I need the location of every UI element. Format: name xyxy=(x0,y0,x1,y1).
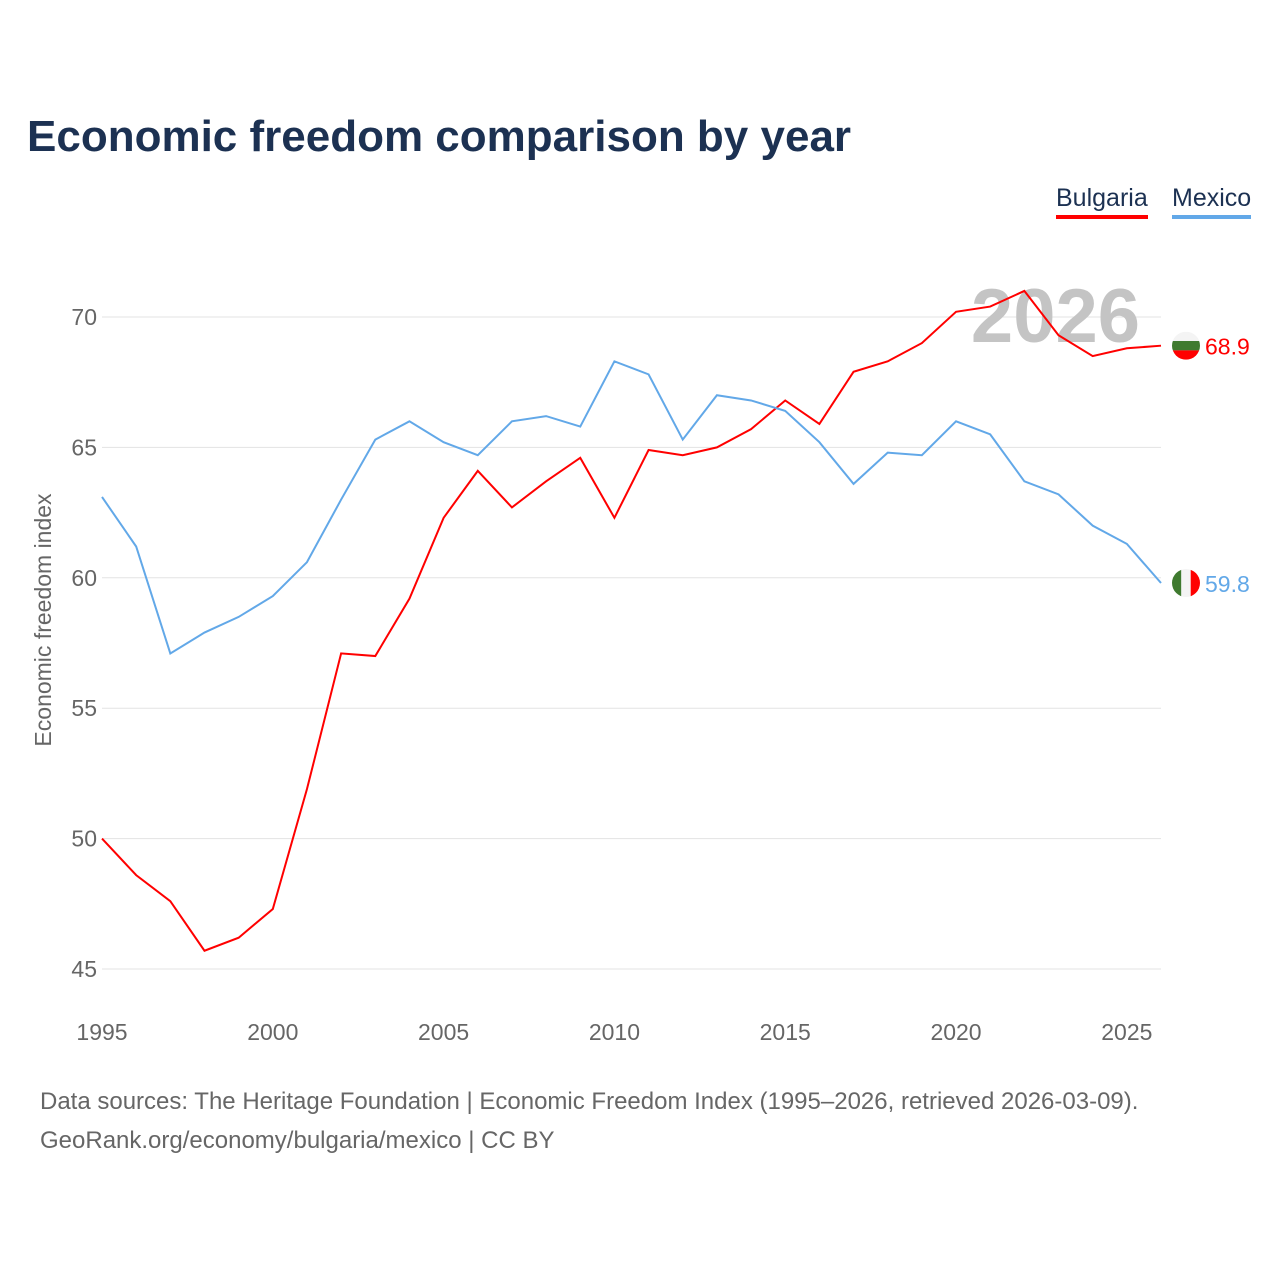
x-tick-label: 2000 xyxy=(247,1019,298,1045)
y-tick-label: 55 xyxy=(71,695,97,721)
legend-bulgaria[interactable]: Bulgaria xyxy=(1056,184,1148,219)
end-value-label-mexico: 59.8 xyxy=(1205,571,1250,597)
y-tick-label: 65 xyxy=(71,434,97,460)
y-tick-label: 45 xyxy=(71,956,97,982)
x-tick-label: 2025 xyxy=(1101,1019,1152,1045)
data-source: Data sources: The Heritage Foundation | … xyxy=(40,1088,1139,1115)
line-chart: 45 50 55 60 65 70 1995 2000 2005 2010 2015 2020 2025… xyxy=(30,274,1250,1045)
flag-mexico-icon xyxy=(1172,569,1200,598)
chart-title: Economic freedom comparison by year xyxy=(27,112,852,161)
series-line-mexico xyxy=(101,360,1162,655)
y-tick-label: 70 xyxy=(71,304,97,330)
x-tick-label: 2005 xyxy=(418,1019,469,1045)
year-watermark: 2026 xyxy=(971,274,1140,359)
x-tick-label: 2015 xyxy=(760,1019,811,1045)
end-value-label-bulgaria: 68.9 xyxy=(1205,334,1250,360)
x-tick-label: 2020 xyxy=(930,1019,981,1045)
y-tick-label: 60 xyxy=(71,565,97,591)
flag-bulgaria-icon xyxy=(1172,331,1200,360)
y-tick-label: 50 xyxy=(71,826,97,852)
x-tick-label: 2010 xyxy=(589,1019,640,1045)
legend-mexico[interactable]: Mexico xyxy=(1172,184,1252,219)
x-tick-label: 1995 xyxy=(76,1019,127,1045)
y-axis-label: Economic freedom index xyxy=(30,493,56,747)
source-link[interactable]: GeoRank.org/economy/bulgaria/mexico | CC… xyxy=(40,1127,555,1154)
series-line-bulgaria xyxy=(101,289,1162,952)
